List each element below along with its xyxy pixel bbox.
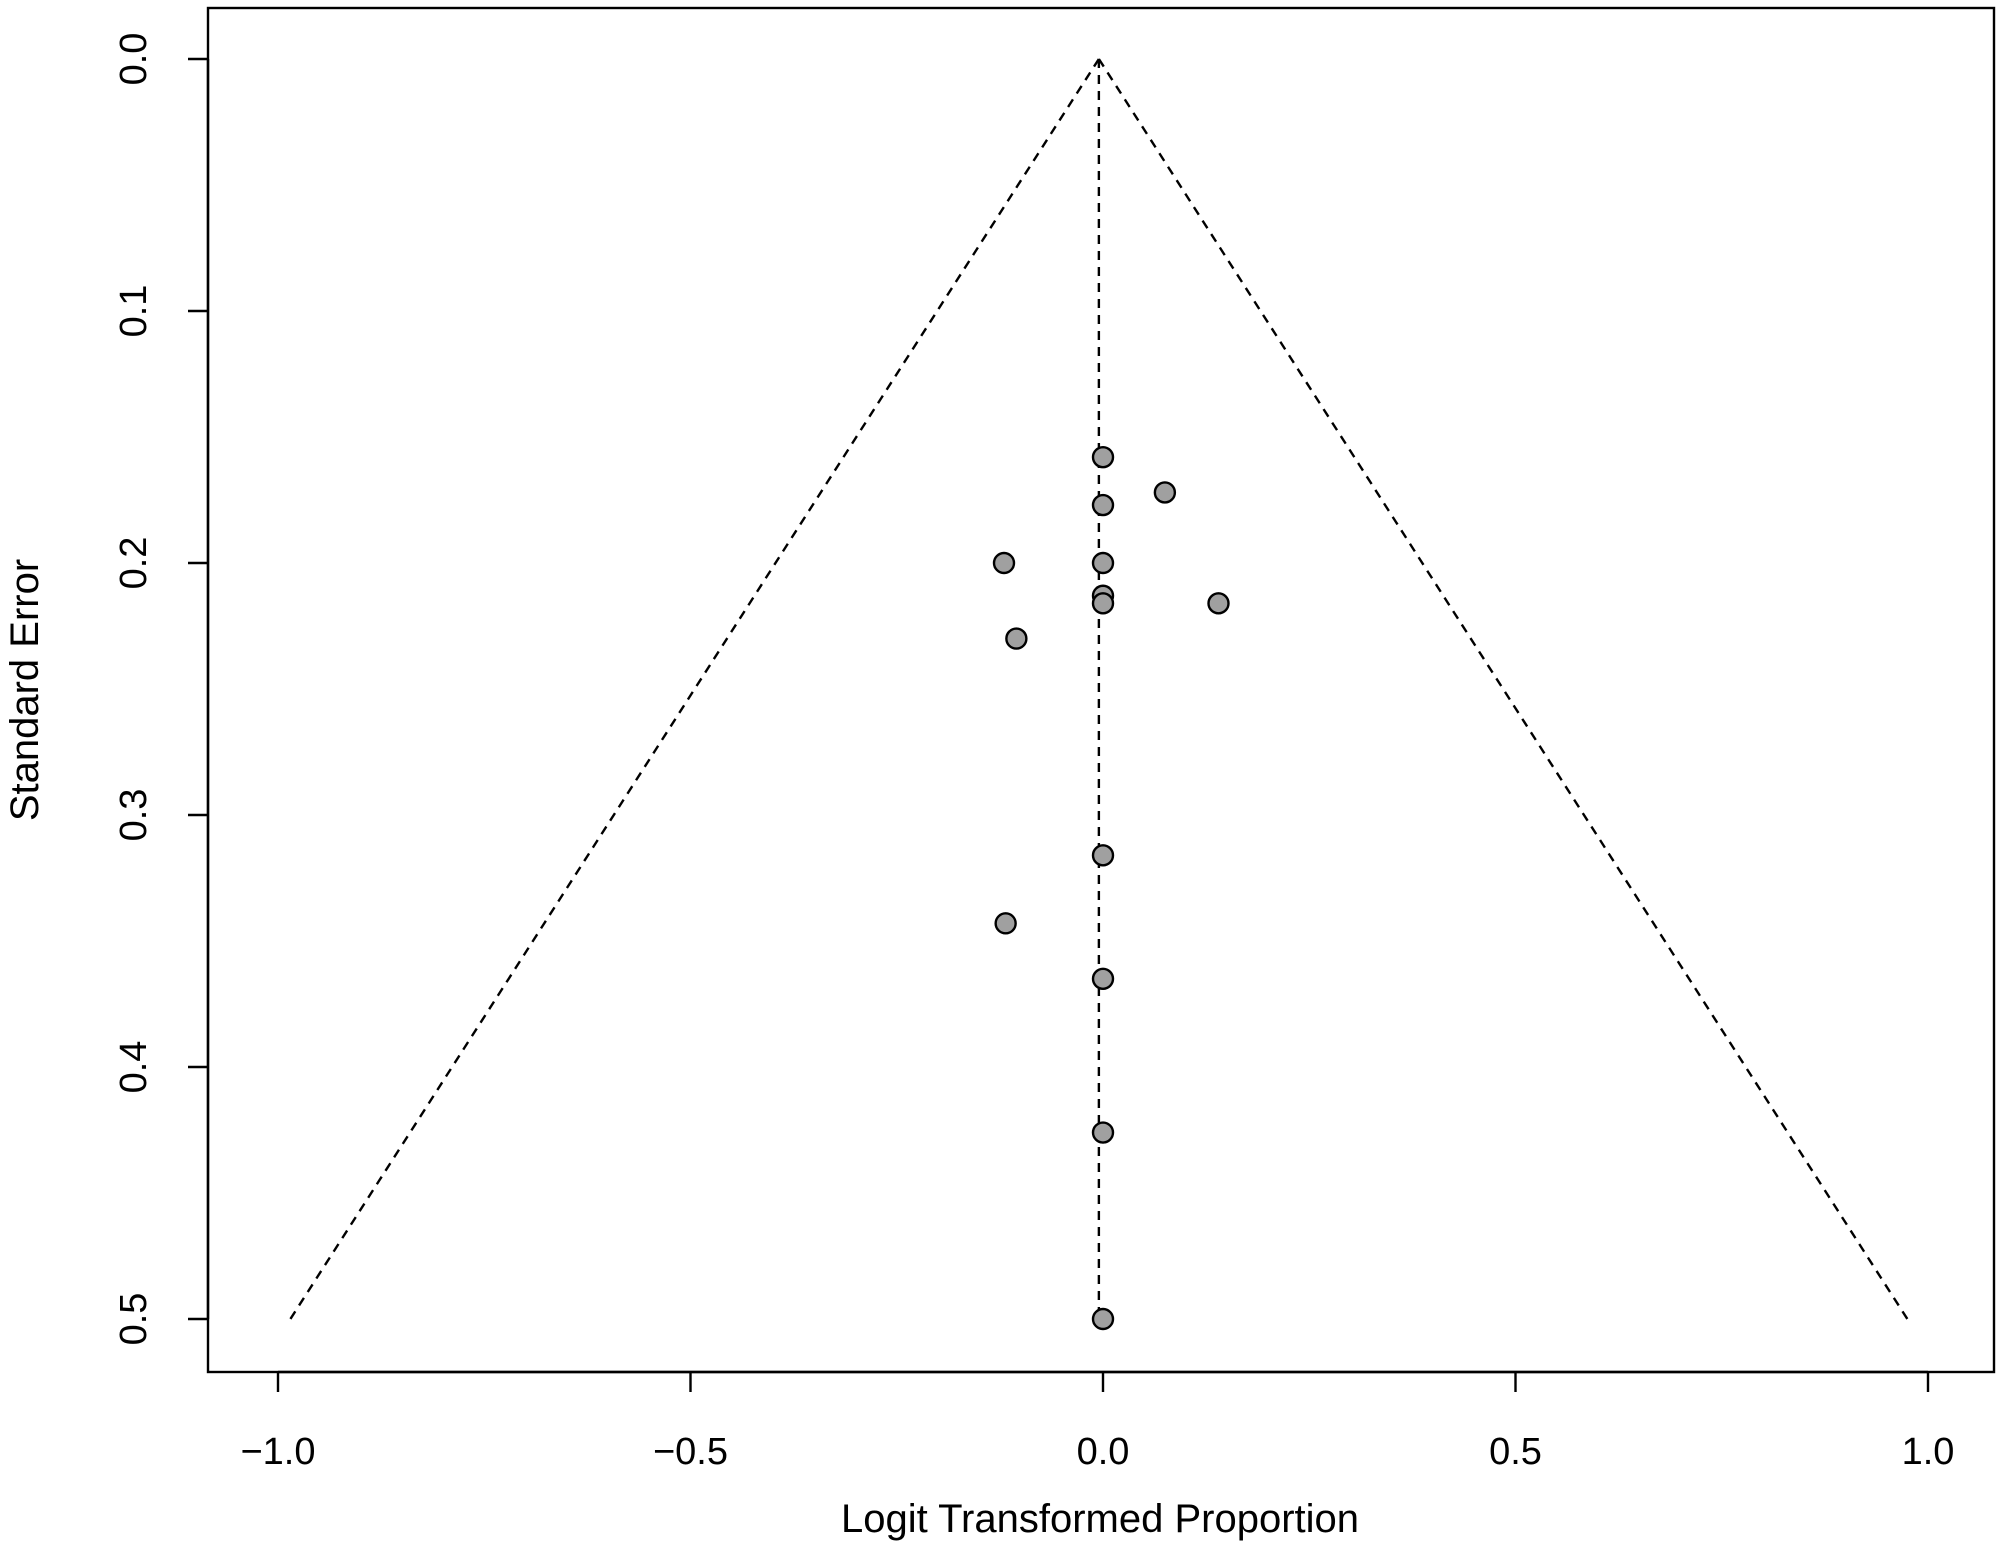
study-point <box>1005 627 1028 650</box>
study-point <box>992 551 1016 575</box>
study-point <box>1091 445 1115 469</box>
study-point <box>1091 551 1115 575</box>
study-point <box>1207 592 1230 615</box>
y-tick-label: 0.3 <box>113 789 155 842</box>
x-tick-label: −1.0 <box>240 1431 315 1473</box>
study-point <box>1153 481 1177 504</box>
y-axis-title: Standard Error <box>3 559 47 821</box>
y-axis: 0.0 0.1 0.2 0.3 0.4 0.5 <box>113 33 210 1346</box>
y-tick-label: 0.4 <box>113 1041 155 1094</box>
funnel-left-line <box>289 58 1100 1320</box>
study-point <box>994 912 1017 935</box>
x-tick-label: 0.0 <box>1077 1431 1130 1473</box>
study-point <box>1091 967 1115 990</box>
study-point <box>1091 1121 1115 1144</box>
study-points <box>992 445 1230 1331</box>
plot-frame <box>206 6 1996 1374</box>
y-tick-label: 0.2 <box>113 537 155 590</box>
x-tick-label: 0.5 <box>1489 1431 1542 1473</box>
y-tick-label: 0.0 <box>113 33 155 86</box>
study-point <box>1091 1307 1115 1331</box>
x-tick-label: 1.0 <box>1902 1431 1955 1473</box>
x-axis: −1.0 −0.5 0.0 0.5 1.0 <box>240 1370 1955 1473</box>
x-tick-label: −0.5 <box>653 1431 728 1473</box>
study-point <box>1091 844 1115 867</box>
y-tick-label: 0.1 <box>113 285 155 338</box>
x-axis-title: Logit Transformed Proportion <box>841 1497 1359 1541</box>
study-point <box>1091 592 1115 615</box>
funnel-right-line <box>1097 58 1909 1320</box>
study-point <box>1091 493 1115 517</box>
funnel-lines <box>289 58 1909 1320</box>
y-tick-label: 0.5 <box>113 1293 155 1346</box>
